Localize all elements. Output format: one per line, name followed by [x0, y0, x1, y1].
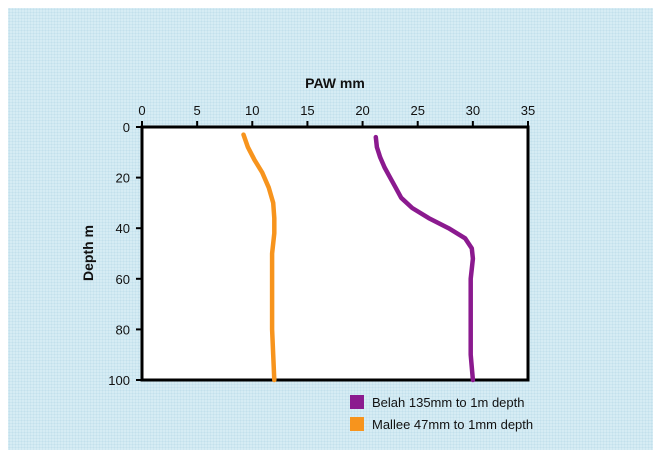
chart-figure: 0 5 10 15 20 25 30 35 0 20 40 60 80 100 PAW mm Depth…: [8, 8, 653, 450]
series-layer: [241, 132, 476, 383]
series-line-belah: [373, 134, 476, 383]
chart-svg: 0 5 10 15 20 25 30 35 0 20 40 60 80 100 PAW mm Depth…: [80, 75, 535, 432]
legend-label: Belah 135mm to 1m depth: [372, 395, 524, 410]
x-tick-label: 0: [138, 103, 145, 118]
series-line-mallee: [241, 132, 277, 383]
y-tick-label: 40: [116, 221, 130, 236]
y-tick-label: 100: [108, 373, 130, 388]
x-axis: 0 5 10 15 20 25 30 35: [138, 103, 535, 127]
legend-label: Mallee 47mm to 1mm depth: [372, 417, 533, 432]
plot-area: [140, 125, 530, 382]
y-tick-label: 80: [116, 322, 130, 337]
y-axis: 0 20 40 60 80 100: [108, 120, 142, 388]
y-tick-label: 60: [116, 272, 130, 287]
x-tick-label: 15: [300, 103, 314, 118]
legend: Belah 135mm to 1m depth Mallee 47mm to 1m…: [350, 395, 533, 432]
x-tick-label: 5: [194, 103, 201, 118]
y-tick-label: 0: [123, 120, 130, 135]
y-axis-title: Depth m: [80, 225, 96, 281]
x-axis-title: PAW mm: [305, 75, 365, 91]
legend-swatch: [350, 417, 364, 431]
x-tick-label: 10: [245, 103, 259, 118]
y-tick-label: 20: [116, 171, 130, 186]
x-tick-label: 25: [410, 103, 424, 118]
x-tick-label: 30: [466, 103, 480, 118]
x-tick-label: 20: [355, 103, 369, 118]
x-tick-label: 35: [521, 103, 535, 118]
legend-swatch: [350, 395, 364, 409]
